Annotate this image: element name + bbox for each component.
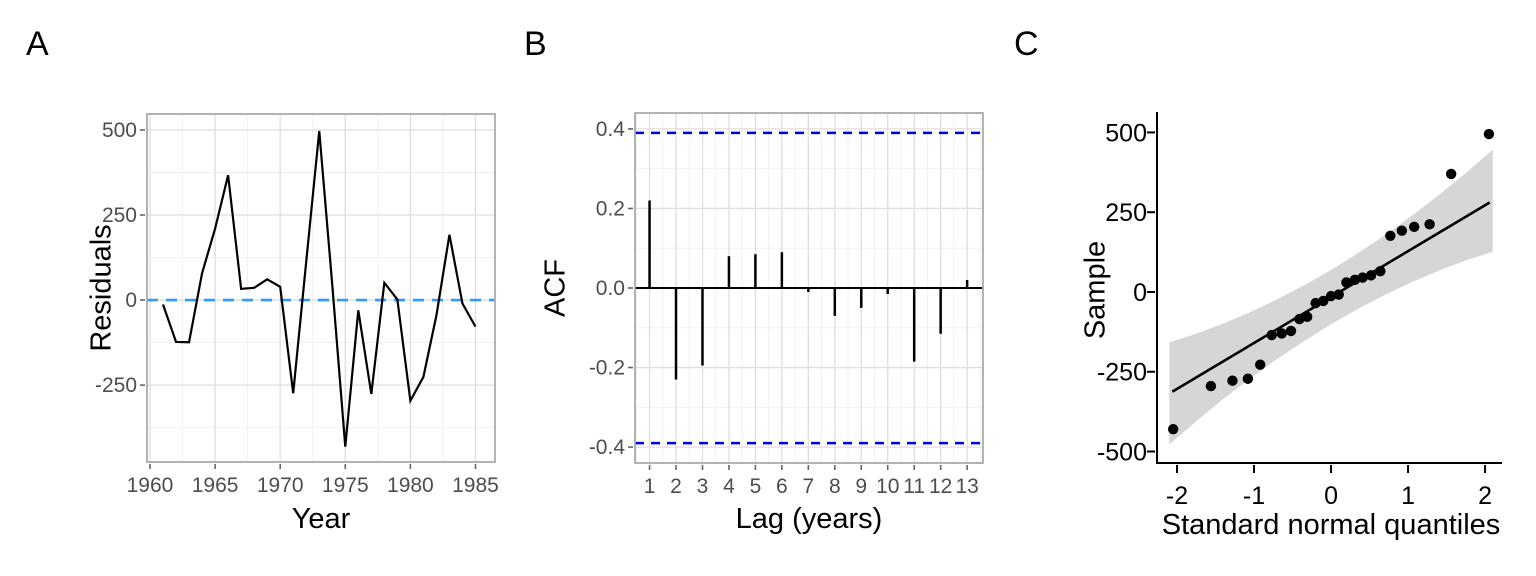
panelC-x-tick-label: 1 — [1401, 482, 1415, 510]
panelA-x-tick-label: 1965 — [192, 474, 239, 497]
panelC-qq-point — [1205, 380, 1217, 392]
panelA-y-tick-label: 0 — [125, 289, 137, 312]
panel-label-c: C — [1014, 25, 1039, 63]
panelC-qq-point — [1445, 168, 1457, 180]
panelB-y-tick-label: -0.2 — [589, 357, 625, 380]
panelA-x-tick-label: 1960 — [127, 474, 174, 497]
panelB-y-tick-label: 0.2 — [596, 197, 625, 220]
panel-label-a: A — [26, 25, 49, 63]
panelC-qq-point — [1483, 128, 1495, 140]
panelC-x-tick-label: 0 — [1324, 482, 1338, 510]
panelC-x-tick-label: -2 — [1166, 482, 1188, 510]
panelB-x-tick-label: 4 — [723, 475, 735, 498]
panelC-qq-point — [1424, 219, 1435, 230]
panelC-qq-point — [1396, 225, 1408, 236]
panelC-x-tick-label: 2 — [1478, 482, 1492, 510]
panelA-y-tick-label: 250 — [102, 204, 137, 227]
panelC-qq-point — [1318, 295, 1329, 307]
x-axis-title-lag: Lag (years) — [735, 503, 883, 535]
panelB-x-tick-label: 10 — [876, 475, 899, 498]
panelA-x-tick-label: 1985 — [452, 474, 499, 497]
panelC-qq-point — [1242, 373, 1254, 384]
panelA-border — [146, 113, 496, 463]
panel-label-b: B — [524, 25, 547, 63]
panelC-qq-point — [1341, 277, 1352, 288]
panelA-y-tick-label: 500 — [102, 119, 137, 142]
panelC-qq-point — [1266, 329, 1277, 341]
panelC-y-tick-label: 250 — [1105, 199, 1147, 227]
panelB-x-tick-label: 13 — [955, 475, 978, 498]
panelC-y-tick-label: -500 — [1097, 439, 1147, 467]
panelB-y-tick-label: -0.4 — [589, 436, 626, 459]
panelC-qq-point — [1167, 423, 1179, 435]
panelB-x-tick-label: 3 — [697, 475, 709, 498]
panelC-qq-point — [1301, 311, 1313, 323]
panelB-border — [634, 112, 984, 464]
panelC-qq-point — [1385, 230, 1396, 242]
panelA-residuals-line — [161, 130, 477, 447]
panelB-x-tick-label: 7 — [802, 475, 814, 498]
panelB-y-tick-label: 0.0 — [596, 277, 625, 300]
panelA-x-tick-label: 1980 — [387, 474, 434, 497]
y-axis-title-sample: Sample — [1079, 240, 1112, 340]
panelC-qq-point — [1409, 221, 1420, 233]
panelC-qq-point — [1285, 325, 1297, 337]
panelC-qq-point — [1375, 266, 1386, 277]
panelB-x-tick-label: 1 — [644, 475, 656, 498]
panelA-x-tick-label: 1975 — [322, 474, 369, 497]
panelC-x-tick-label: -1 — [1243, 482, 1265, 510]
panelB-x-tick-label: 11 — [903, 475, 925, 498]
panelB-x-tick-label: 12 — [929, 475, 952, 498]
y-axis-title-residuals: Residuals — [85, 224, 118, 352]
panelB-x-tick-label: 9 — [855, 475, 867, 498]
panelC-y-tick-label: -250 — [1097, 359, 1147, 387]
x-axis-title-quantiles: Standard normal quantiles — [1161, 509, 1501, 541]
panelC-qq-point — [1365, 270, 1377, 281]
panelC-qq-point — [1333, 289, 1344, 300]
panelB-x-tick-label: 2 — [670, 475, 682, 498]
panelC-qq-point — [1357, 272, 1368, 283]
y-axis-title-acf: ACF — [539, 259, 572, 317]
panelC-y-tick-label: 500 — [1105, 119, 1147, 147]
panelC-qq-point — [1276, 328, 1287, 339]
panelB-x-tick-label: 8 — [829, 475, 841, 498]
panelA-y-tick-label: -250 — [95, 374, 137, 397]
panelC-y-tick-label: 0 — [1133, 279, 1147, 307]
panelC-qq-point — [1227, 375, 1238, 386]
panelB-y-tick-label: 0.4 — [596, 118, 626, 141]
panelB-x-tick-label: 6 — [776, 475, 788, 498]
x-axis-title-year: Year — [291, 503, 351, 535]
panelB-x-tick-label: 5 — [750, 475, 762, 498]
panelC-qq-point — [1254, 359, 1266, 370]
panelA-x-tick-label: 1970 — [257, 474, 304, 497]
